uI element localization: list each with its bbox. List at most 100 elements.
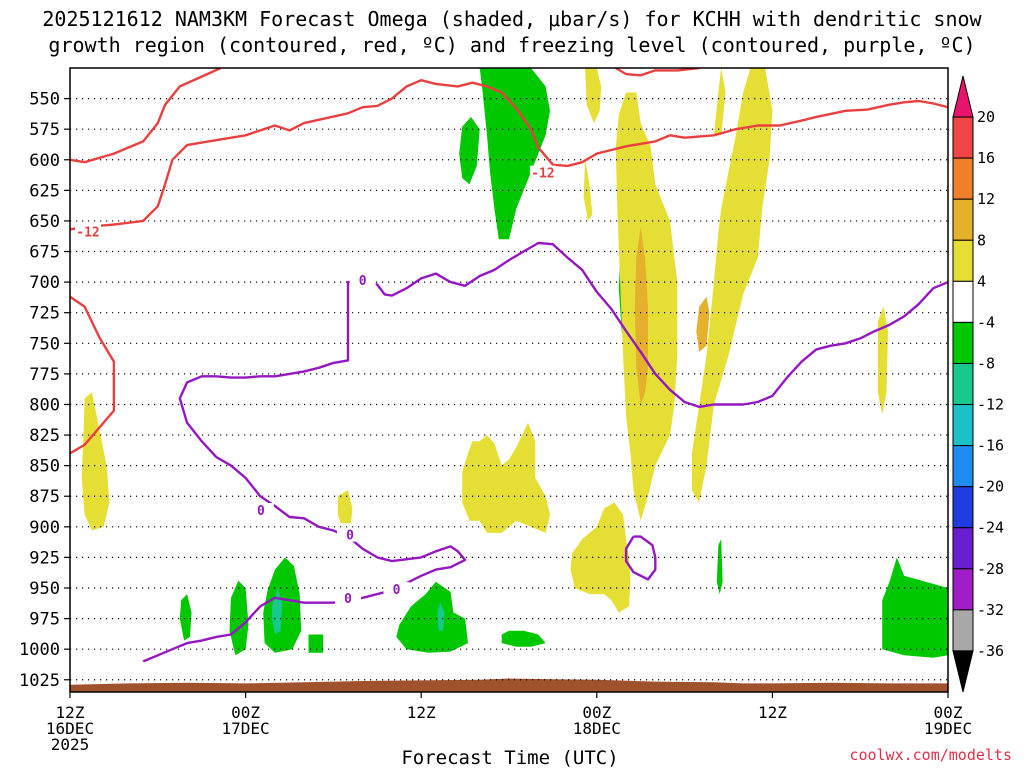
dgz_-12-contour <box>615 68 700 77</box>
contour-label-bg <box>529 165 556 180</box>
y-axis-pressure: 550 575 600 625 650 675 700 725 750 775 800 825 850 8… <box>19 90 70 691</box>
colorbar-label: -28 <box>977 560 1004 578</box>
contour-label: -12 <box>529 165 556 182</box>
plot-inner: -12 -12 0 0 0 0 0 <box>70 68 948 692</box>
y-tick-label: 600 <box>29 151 60 171</box>
colorbar-swatch <box>952 280 974 323</box>
colorbar-label: -20 <box>977 478 1004 496</box>
dgz_-12-contour <box>70 295 116 455</box>
colorbar-swatch <box>952 486 974 529</box>
contour-label-bg <box>75 224 101 239</box>
y-tick-label: 550 <box>29 90 60 110</box>
y-tick-label: 725 <box>29 304 60 324</box>
omega-shade-region <box>459 116 480 185</box>
x-tick-label: 17DEC <box>222 719 270 738</box>
omega-shade-region <box>716 539 723 595</box>
y-tick-label: 825 <box>29 426 60 446</box>
dgz_-12-contour <box>70 78 948 231</box>
colorbar-swatch <box>952 362 974 406</box>
omega-shade-region <box>882 557 948 658</box>
colorbar-label: 12 <box>977 190 995 208</box>
omega-shade-region <box>437 602 445 631</box>
omega-shade-region <box>877 306 888 415</box>
contour-label-text: -12 <box>531 167 554 182</box>
x-tick-label: 18DEC <box>573 719 621 738</box>
colorbar-label: -24 <box>977 519 1004 537</box>
contour-label: 0 <box>349 273 376 289</box>
colorbar-swatch <box>952 568 974 611</box>
title-line-2: growth region (contoured, red, ºC) and f… <box>48 33 975 57</box>
colorbar-swatch <box>952 527 974 570</box>
x-axis-label: Forecast Time (UTC) <box>401 747 618 768</box>
plot-area: -12 -12 0 0 0 0 0 <box>69 67 949 693</box>
contour-label-text: 0 <box>393 583 401 598</box>
title-line-1: 2025121612 NAM3KM Forecast Omega (shaded… <box>42 7 982 31</box>
x-tick-label: 00Z <box>582 703 611 722</box>
colorbar-label: -36 <box>977 642 1004 660</box>
colorbar-label: 20 <box>977 108 995 126</box>
x-tick-label: 00Z <box>934 703 963 722</box>
contour-label: 0 <box>383 582 410 598</box>
colorbar-legend: 20 16 12 8 4 -4 -8 -12 -16 -20 -24 -28 -32 -36 <box>952 75 1004 693</box>
contour-label-bg <box>349 273 376 288</box>
y-tick-label: 900 <box>29 518 60 538</box>
omega-shade-region <box>337 490 353 524</box>
omega-shade-region <box>308 634 324 653</box>
omega-shade-region <box>691 68 773 503</box>
colorbar-label: -4 <box>977 313 995 331</box>
credit-text: coolwx.com/modelts <box>849 746 1012 764</box>
colorbar-label: -8 <box>977 354 995 372</box>
y-tick-label: 850 <box>29 457 60 477</box>
y-tick-label: 625 <box>29 181 60 201</box>
colorbar-swatch <box>952 157 974 200</box>
omega-shade-region <box>501 630 546 647</box>
colorbar-label: 16 <box>977 149 995 167</box>
x-tick-label: 00Z <box>231 703 260 722</box>
y-tick-label: 575 <box>29 120 60 140</box>
terrain-surface <box>70 678 948 692</box>
contour-label-text: -12 <box>76 226 99 241</box>
omega-shade-region <box>634 227 648 405</box>
omega-shade-region <box>179 594 192 641</box>
contour-label: 0 <box>335 591 362 607</box>
x-tick-label: 2025 <box>51 735 90 754</box>
omega-shade-region <box>396 581 468 653</box>
omega-shade-region <box>696 296 710 352</box>
colorbar-swatch <box>952 445 974 488</box>
colorbar-swatch <box>952 116 974 159</box>
colorbar-label: -12 <box>977 396 1004 414</box>
contour-label: 0 <box>337 527 364 544</box>
contour-label-text: 0 <box>257 504 265 519</box>
y-tick-label: 1000 <box>19 640 60 660</box>
y-tick-label: 700 <box>29 273 60 293</box>
omega-shade-region <box>81 392 110 531</box>
contour-label-bg <box>337 527 364 542</box>
contour-label-text: 0 <box>344 592 352 607</box>
omega-shade-region <box>713 68 726 136</box>
contour-label-text: 0 <box>359 274 367 289</box>
omega-shade-region <box>263 557 302 653</box>
contour-label: 0 <box>247 503 274 519</box>
freezing_level-contour <box>624 535 657 581</box>
colorbar-swatch <box>952 650 974 693</box>
colorbar-swatch <box>952 404 974 447</box>
y-tick-label: 750 <box>29 334 60 354</box>
y-tick-label: 675 <box>29 243 60 263</box>
omega-shade-region <box>479 68 550 240</box>
x-tick-label: 19DEC <box>924 719 972 738</box>
y-tick-label: 925 <box>29 548 60 568</box>
dgz_-12-contour <box>70 68 222 164</box>
plot-frame <box>69 67 949 693</box>
colorbar-swatch <box>952 75 974 118</box>
y-tick-label: 650 <box>29 212 60 232</box>
colorbar-label: -16 <box>977 437 1004 455</box>
contour-label: -12 <box>75 224 101 241</box>
x-tick-label: 12Z <box>407 703 436 722</box>
contour-label-bg <box>383 582 410 597</box>
y-tick-label: 875 <box>29 487 60 507</box>
y-tick-label: 975 <box>29 610 60 630</box>
omega-shade-region <box>462 422 550 533</box>
colorbar-swatch <box>952 198 974 241</box>
